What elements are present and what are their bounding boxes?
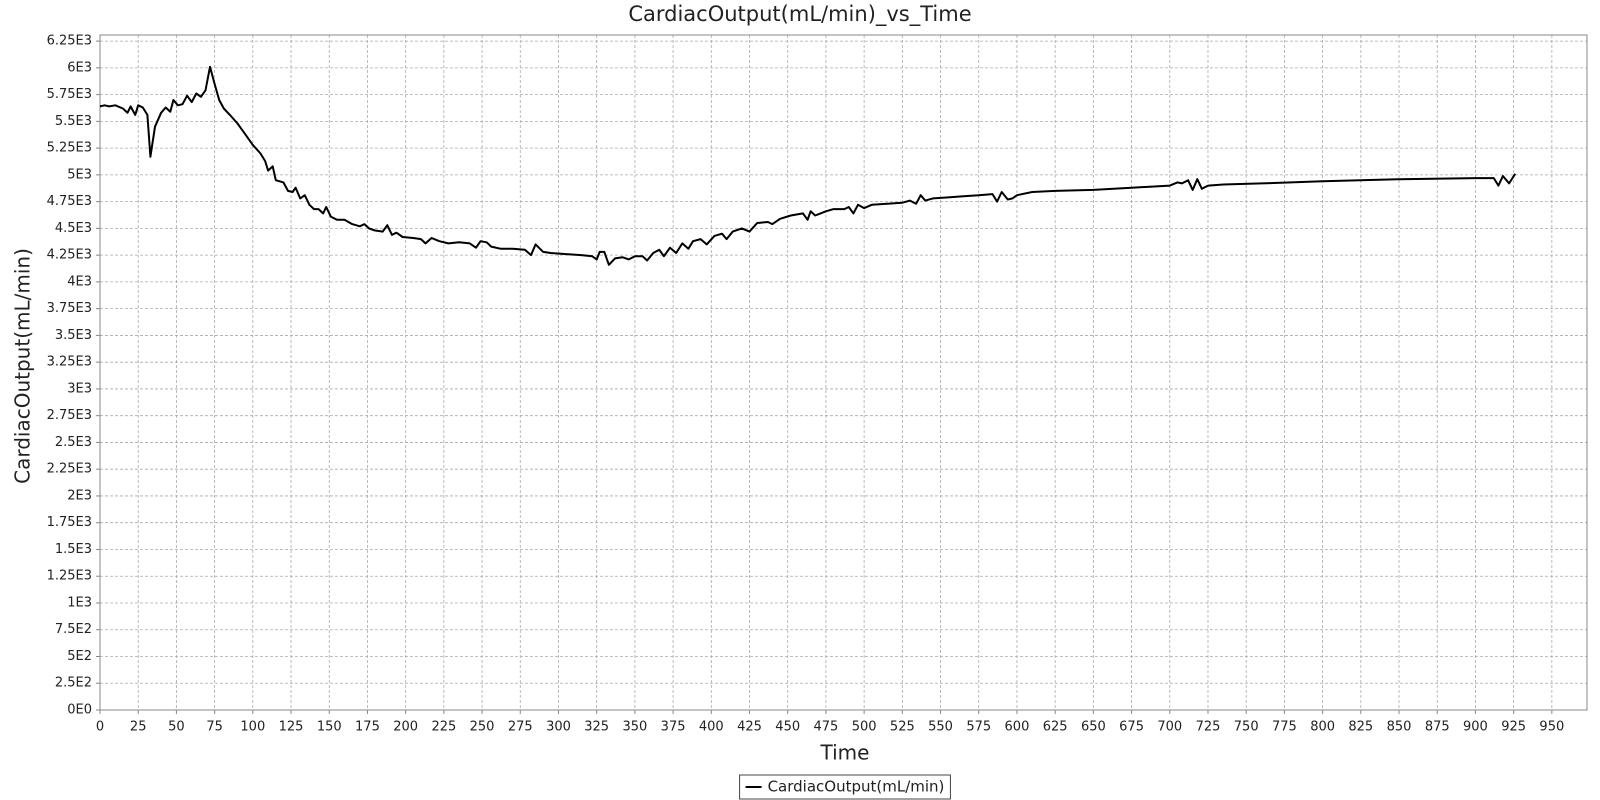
x-tick-label: 950 [1539, 720, 1564, 735]
y-tick-label: 3.25E3 [47, 355, 92, 370]
legend: CardiacOutput(mL/min) [739, 774, 951, 800]
y-tick-label: 4.25E3 [47, 248, 92, 263]
y-tick-label: 5E2 [67, 649, 92, 664]
x-tick-label: 175 [355, 720, 380, 735]
x-tick-label: 200 [393, 720, 418, 735]
x-tick-label: 925 [1501, 720, 1526, 735]
y-tick-label: 3E3 [67, 381, 92, 396]
x-tick-label: 575 [966, 720, 991, 735]
y-tick-label: 5.5E3 [55, 114, 92, 129]
legend-box [739, 774, 951, 800]
x-tick-label: 750 [1234, 720, 1259, 735]
x-tick-label: 50 [168, 720, 185, 735]
chart-title: CardiacOutput(mL/min)_vs_Time [628, 2, 971, 27]
y-tick-label: 6.25E3 [47, 34, 92, 49]
x-tick-label: 625 [1043, 720, 1068, 735]
data-line [99, 65, 1517, 266]
x-tick-label: 550 [928, 720, 953, 735]
y-axis-label: CardiacOutput(mL/min) [11, 248, 35, 484]
y-tick-label: 5.75E3 [47, 87, 92, 102]
y-tick-label: 7.5E2 [55, 622, 92, 637]
x-axis-label: Time [820, 741, 870, 765]
x-tick-label: 75 [206, 720, 223, 735]
y-tick-label: 5.25E3 [47, 141, 92, 156]
y-tick-label: 2.5E3 [55, 435, 92, 450]
x-tick-label: 350 [622, 720, 647, 735]
x-tick-label: 525 [890, 720, 915, 735]
x-tick-label: 325 [584, 720, 609, 735]
legend-label: CardiacOutput(mL/min) [768, 778, 945, 796]
x-tick-label: 375 [661, 720, 686, 735]
y-tick-label: 4.75E3 [47, 194, 92, 209]
x-tick-label: 125 [279, 720, 304, 735]
y-tick-label: 2.25E3 [47, 462, 92, 477]
x-tick-label: 675 [1119, 720, 1144, 735]
x-tick-label: 25 [130, 720, 147, 735]
x-tick-label: 450 [775, 720, 800, 735]
x-tick-label: 500 [852, 720, 877, 735]
x-tick-label: 600 [1005, 720, 1030, 735]
x-tick-label: 775 [1272, 720, 1297, 735]
x-tick-label: 850 [1387, 720, 1412, 735]
y-tick-label: 5E3 [67, 167, 92, 182]
y-tick-label: 1.5E3 [55, 542, 92, 557]
x-tick-label: 700 [1157, 720, 1182, 735]
y-tick-label: 1E3 [67, 595, 92, 610]
x-tick-label: 800 [1310, 720, 1335, 735]
x-tick-label: 650 [1081, 720, 1106, 735]
y-tick-label: 3.75E3 [47, 301, 92, 316]
y-tick-label: 0E0 [67, 703, 92, 718]
y-tick-label: 2.5E2 [55, 676, 92, 691]
x-tick-label: 250 [470, 720, 495, 735]
x-tick-label: 300 [546, 720, 571, 735]
y-tick-label: 4E3 [67, 274, 92, 289]
x-tick-label: 725 [1196, 720, 1221, 735]
x-tick-label: 0 [96, 720, 104, 735]
y-tick-label: 6E3 [67, 60, 92, 75]
y-tick-label: 4.5E3 [55, 221, 92, 236]
plot-border [99, 34, 1588, 711]
y-tick-label: 3.5E3 [55, 328, 92, 343]
x-tick-label: 875 [1425, 720, 1450, 735]
x-tick-label: 825 [1348, 720, 1373, 735]
y-tick-label: 1.75E3 [47, 515, 92, 530]
x-tick-label: 475 [814, 720, 839, 735]
y-tick-label: 2E3 [67, 488, 92, 503]
x-tick-label: 150 [317, 720, 342, 735]
x-tick-label: 225 [431, 720, 456, 735]
x-tick-label: 400 [699, 720, 724, 735]
x-tick-label: 900 [1463, 720, 1488, 735]
y-tick-label: 1.25E3 [47, 569, 92, 584]
x-tick-label: 425 [737, 720, 762, 735]
y-tick-label: 2.75E3 [47, 408, 92, 423]
x-tick-label: 275 [508, 720, 533, 735]
x-tick-label: 100 [240, 720, 265, 735]
